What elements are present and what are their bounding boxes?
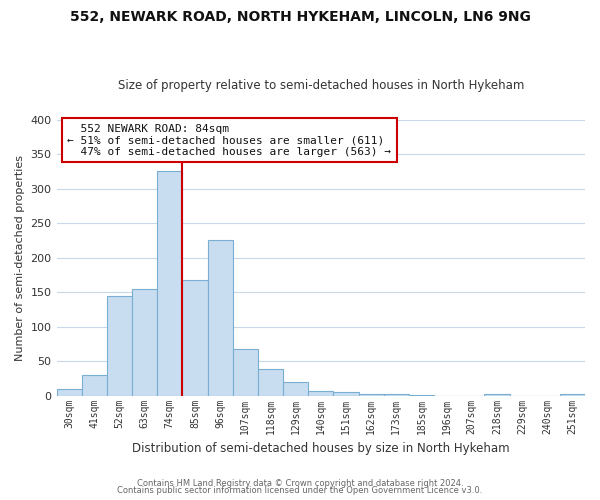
X-axis label: Distribution of semi-detached houses by size in North Hykeham: Distribution of semi-detached houses by … (132, 442, 509, 455)
Bar (208, 240, 233, 396)
Bar (283, 382, 308, 396)
Bar (308, 391, 334, 396)
Text: Contains public sector information licensed under the Open Government Licence v3: Contains public sector information licen… (118, 486, 482, 495)
Bar (560, 394, 585, 396)
Text: 552, NEWARK ROAD, NORTH HYKEHAM, LINCOLN, LN6 9NG: 552, NEWARK ROAD, NORTH HYKEHAM, LINCOLN… (70, 10, 530, 24)
Title: Size of property relative to semi-detached houses in North Hykeham: Size of property relative to semi-detach… (118, 79, 524, 92)
Bar (484, 394, 509, 396)
Bar (334, 392, 359, 396)
Bar (383, 394, 409, 396)
Bar (82, 375, 107, 396)
Bar (233, 348, 258, 396)
Bar (56, 388, 82, 396)
Bar (359, 394, 383, 396)
Bar (182, 280, 208, 396)
Text: Contains HM Land Registry data © Crown copyright and database right 2024.: Contains HM Land Registry data © Crown c… (137, 478, 463, 488)
Bar (258, 370, 283, 396)
Bar (132, 288, 157, 396)
Y-axis label: Number of semi-detached properties: Number of semi-detached properties (15, 154, 25, 360)
Bar (409, 395, 434, 396)
Bar (107, 296, 132, 396)
Text: 552 NEWARK ROAD: 84sqm
← 51% of semi-detached houses are smaller (611)
  47% of : 552 NEWARK ROAD: 84sqm ← 51% of semi-det… (67, 124, 391, 157)
Bar (157, 172, 182, 396)
